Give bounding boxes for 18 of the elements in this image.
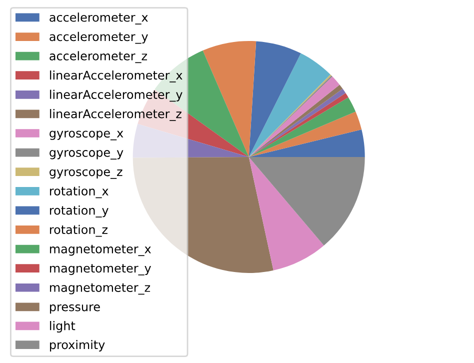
legend-label: linearAccelerometer_y [50,90,182,102]
legend-label: rotation_y [50,206,108,218]
legend-label: gyroscope_z [50,169,122,179]
legend-label: rotation_x [50,186,108,198]
legend-label: magnetometer_y [50,264,151,276]
legend-label: gyroscope_x [50,130,124,140]
legend-label: linearAccelerometer_z [50,109,182,121]
legend-label: pressure [50,304,100,314]
legend-label: linearAccelerometer_x [50,70,182,82]
legend-label: rotation_z [50,224,108,237]
legend-label: magnetometer_x [50,244,151,256]
legend-label: gyroscope_y [50,150,124,160]
legend-label: accelerometer_y [50,32,148,44]
legend-label: accelerometer_x [50,12,148,24]
legend-label: magnetometer_z [50,283,150,295]
legend-label: proximity [50,340,105,352]
legend-label: light [50,320,76,333]
legend-label: accelerometer_z [50,51,148,64]
